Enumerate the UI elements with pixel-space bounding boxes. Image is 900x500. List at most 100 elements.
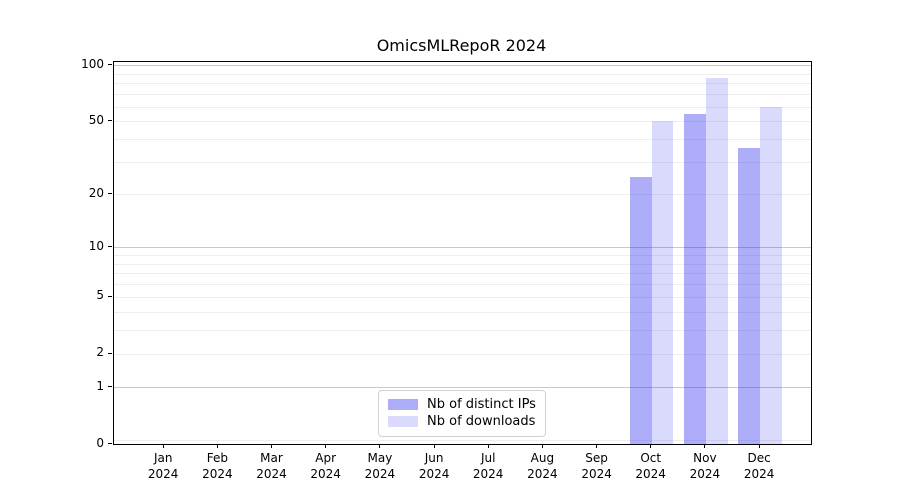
x-tick-mark: [325, 444, 327, 448]
x-tick-year: 2024: [364, 467, 396, 481]
x-tick-mark: [216, 444, 218, 448]
x-tick-year: 2024: [635, 467, 666, 481]
x-tick-year: 2024: [527, 467, 558, 481]
x-tick-month: Sep: [585, 451, 608, 465]
x-tick-label: Feb 2024: [189, 450, 245, 482]
y-tick-label: 20: [88, 185, 104, 200]
minor-gridline: [114, 162, 811, 164]
y-tick-label: 100: [81, 56, 104, 71]
x-tick-month: Dec: [747, 451, 771, 465]
bar-distinct-ips: [630, 176, 652, 444]
major-gridline: [114, 247, 811, 249]
x-tick-month: Oct: [640, 451, 662, 465]
x-tick-mark: [704, 444, 706, 448]
major-gridline: [114, 387, 811, 389]
minor-gridline: [114, 296, 811, 298]
x-tick-year: 2024: [202, 467, 233, 481]
x-tick-label: Jun 2024: [406, 450, 462, 482]
minor-gridline: [114, 273, 811, 275]
x-tick-month: Mar: [260, 451, 283, 465]
x-tick-year: 2024: [689, 467, 721, 481]
minor-gridline: [114, 330, 811, 332]
minor-gridline: [114, 106, 811, 108]
minor-gridline: [114, 353, 811, 355]
x-tick-year: 2024: [147, 467, 179, 481]
x-tick-month: Aug: [530, 451, 555, 465]
minor-gridline: [114, 73, 811, 75]
major-gridline: [114, 65, 811, 67]
x-tick-label: Aug 2024: [514, 450, 570, 482]
minor-gridline: [114, 255, 811, 256]
y-tick-label: 50: [88, 112, 104, 127]
x-tick-label: May 2024: [352, 450, 408, 482]
x-tick-mark: [379, 444, 381, 448]
x-tick-mark: [271, 444, 272, 448]
minor-gridline: [114, 440, 811, 441]
x-tick-year: 2024: [256, 467, 287, 481]
bar-downloads: [705, 78, 728, 444]
y-tick-mark: [108, 352, 112, 354]
y-tick-label: 10: [88, 238, 104, 253]
legend-item: Nb of distinct IPs: [388, 396, 536, 413]
x-tick-label: Apr 2024: [298, 450, 354, 482]
x-tick-month: Nov: [693, 451, 717, 465]
minor-gridline: [114, 311, 811, 313]
x-tick-mark: [596, 444, 598, 448]
bar-downloads: [760, 106, 782, 444]
legend-item: Nb of downloads: [388, 413, 536, 430]
x-tick-label: Mar 2024: [244, 450, 300, 482]
y-tick-mark: [108, 443, 112, 444]
x-tick-year: 2024: [310, 467, 341, 481]
legend-swatch-downloads: [388, 416, 418, 427]
x-tick-month: May: [367, 451, 393, 465]
y-tick-mark: [108, 120, 112, 122]
minor-gridline: [114, 139, 811, 141]
x-tick-label: Jul 2024: [460, 450, 516, 482]
x-tick-month: Jul: [480, 451, 496, 465]
y-tick-mark: [108, 246, 112, 248]
x-tick-label: Dec 2024: [731, 450, 787, 482]
x-tick-year: 2024: [581, 467, 612, 481]
legend-label-distinct-ips: Nb of distinct IPs: [427, 397, 536, 412]
y-tick-mark: [108, 295, 112, 297]
x-tick-label: Oct 2024: [623, 450, 679, 482]
y-tick-label: 2: [96, 345, 104, 360]
x-tick-label: Nov 2024: [677, 450, 733, 482]
legend: Nb of distinct IPs Nb of downloads: [378, 390, 546, 437]
y-tick-mark: [108, 64, 112, 66]
x-tick-mark: [541, 444, 543, 448]
minor-gridline: [114, 121, 811, 123]
y-tick-label: 0: [96, 435, 104, 450]
x-tick-mark: [162, 444, 164, 448]
minor-gridline: [114, 83, 811, 85]
y-tick-mark: [108, 193, 112, 195]
x-tick-month: Jun: [424, 451, 444, 465]
bar-distinct-ips: [738, 147, 761, 444]
minor-gridline: [114, 194, 811, 196]
x-tick-mark: [758, 444, 760, 448]
x-tick-year: 2024: [472, 467, 504, 481]
x-tick-year: 2024: [418, 467, 450, 481]
x-tick-label: Jan 2024: [135, 450, 191, 482]
x-tick-mark: [433, 444, 435, 448]
x-tick-month: Apr: [315, 451, 337, 465]
x-tick-month: Feb: [206, 451, 229, 465]
x-tick-label: Sep 2024: [569, 450, 625, 482]
minor-gridline: [114, 284, 811, 286]
legend-label-downloads: Nb of downloads: [427, 414, 536, 429]
y-tick-label: 1: [96, 378, 104, 393]
y-tick-label: 5: [96, 288, 104, 303]
bar-distinct-ips: [684, 113, 706, 444]
x-tick-month: Jan: [153, 451, 173, 465]
plot-area: Nb of distinct IPs Nb of downloads: [113, 61, 812, 445]
x-tick-mark: [487, 444, 489, 448]
legend-swatch-distinct-ips: [388, 399, 418, 410]
minor-gridline: [114, 263, 811, 265]
bar-downloads: [651, 121, 674, 444]
x-tick-mark: [650, 444, 652, 448]
y-tick-mark: [108, 386, 112, 388]
minor-gridline: [114, 94, 811, 96]
chart-title: OmicsMLRepoR 2024: [376, 36, 547, 55]
x-tick-year: 2024: [743, 467, 775, 481]
